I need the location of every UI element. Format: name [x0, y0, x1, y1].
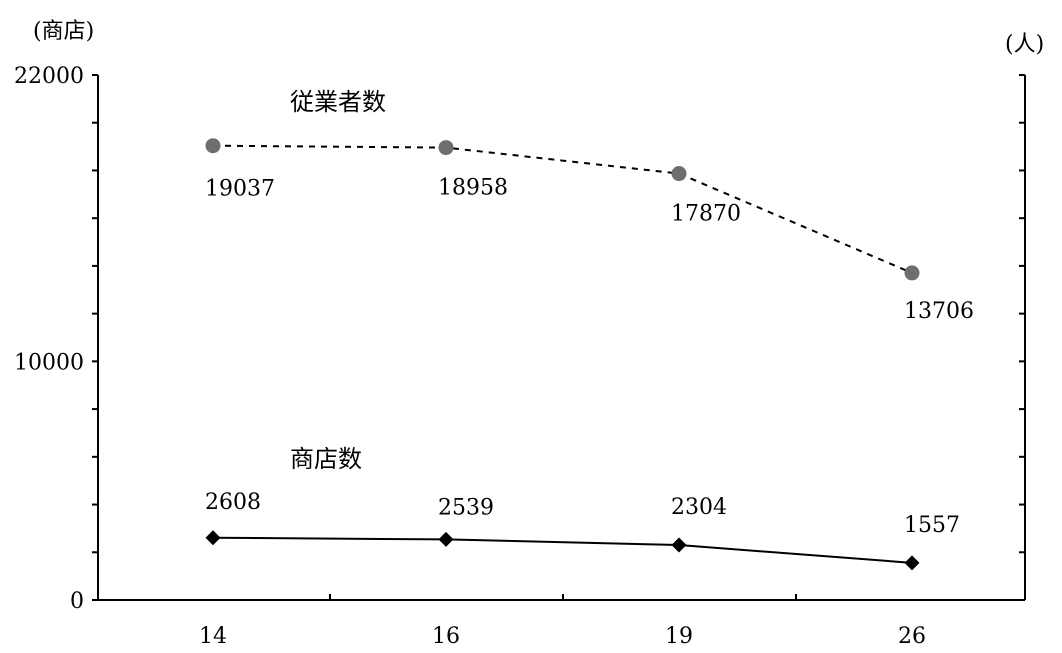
y-tick-label: 0 [70, 589, 84, 614]
y-tick-label: 22000 [14, 64, 84, 89]
data-label: 2539 [438, 495, 494, 520]
right-axis-unit: (人) [1005, 32, 1044, 57]
data-point-diamond [205, 530, 221, 546]
series-line-0 [212, 144, 913, 274]
x-tick-label: 16 [432, 624, 460, 649]
axes: 0 10000 22000 14 16 19 26 [14, 64, 1026, 649]
data-label: 2608 [205, 490, 261, 515]
data-label: 1557 [904, 513, 960, 538]
series-line-1 [212, 536, 913, 564]
series-name-label: 従業者数 [290, 88, 386, 116]
data-point-diamond [438, 531, 454, 547]
data-point-diamond [671, 537, 687, 553]
x-tick-label: 19 [665, 624, 693, 649]
data-label: 19037 [205, 177, 275, 202]
data-label: 18958 [438, 176, 508, 201]
data-point-circle [205, 138, 221, 154]
data-point-circle [904, 265, 920, 281]
x-tick-label: 26 [898, 624, 926, 649]
data-point-circle [438, 140, 454, 156]
data-point-circle [671, 166, 687, 182]
series-name-label: 商店数 [290, 445, 362, 473]
x-tick-label: 14 [199, 624, 227, 649]
left-axis-unit: (商店) [33, 19, 94, 44]
y-tick-label: 10000 [14, 350, 84, 375]
data-label: 2304 [671, 495, 727, 520]
data-label: 17870 [671, 202, 741, 227]
data-point-diamond [904, 555, 920, 571]
series-layer: 19037 18958 17870 13706 従業者数 2608 2539 2304 1557… [205, 88, 974, 571]
data-label: 13706 [904, 299, 974, 324]
